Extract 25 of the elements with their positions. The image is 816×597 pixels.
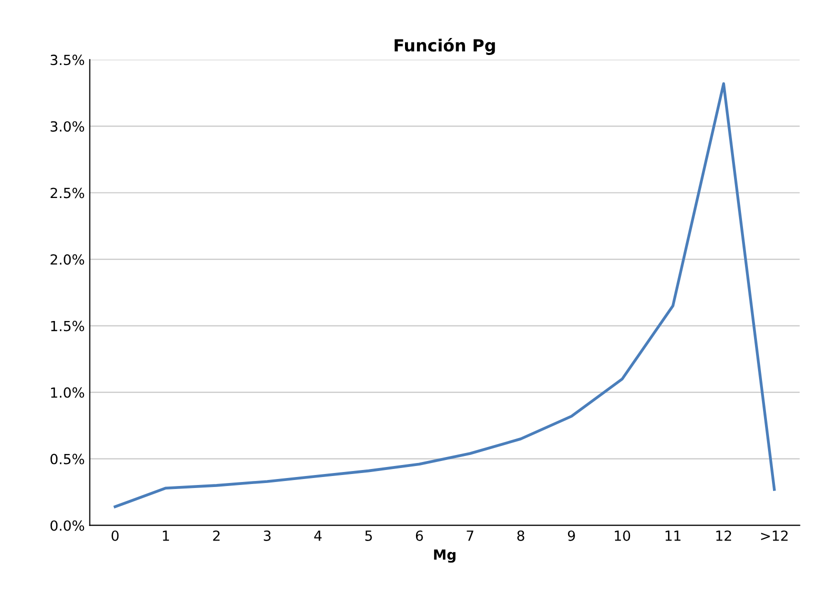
x-tick-label: 8: [517, 530, 524, 541]
x-tick-label: 2: [213, 530, 220, 541]
y-tick-label: 1.5%: [51, 320, 84, 332]
x-tick-label: 7: [466, 530, 474, 541]
x-tick-label: 1: [162, 530, 169, 541]
line-series: [114, 82, 776, 508]
x-tick-label: 4: [314, 530, 322, 541]
x-tick-label: 12: [716, 530, 732, 541]
x-tick-label: 9: [568, 530, 575, 541]
x-tick-label: 11: [666, 530, 680, 541]
y-tick-label: 1.0%: [51, 387, 84, 398]
y-tick-label: 2.0%: [50, 254, 84, 265]
x-tick-label: 5: [365, 530, 372, 541]
x-axis-title: Mg: [434, 550, 456, 563]
y-tick-label: 2.5%: [50, 188, 84, 198]
x-tick-label: 3: [264, 530, 271, 541]
y-tick-label: 0.0%: [50, 520, 84, 531]
x-tick-label: 0: [112, 530, 119, 541]
x-tick-label: >12: [761, 530, 788, 541]
y-tick-label: 3.0%: [50, 121, 84, 132]
y-tick-label: 3.5%: [50, 54, 84, 66]
chart-title: Función Pg: [394, 38, 495, 55]
x-tick-label: 6: [416, 530, 423, 541]
x-tick-label: 10: [614, 530, 630, 541]
y-tick-label: 0.5%: [50, 454, 84, 464]
